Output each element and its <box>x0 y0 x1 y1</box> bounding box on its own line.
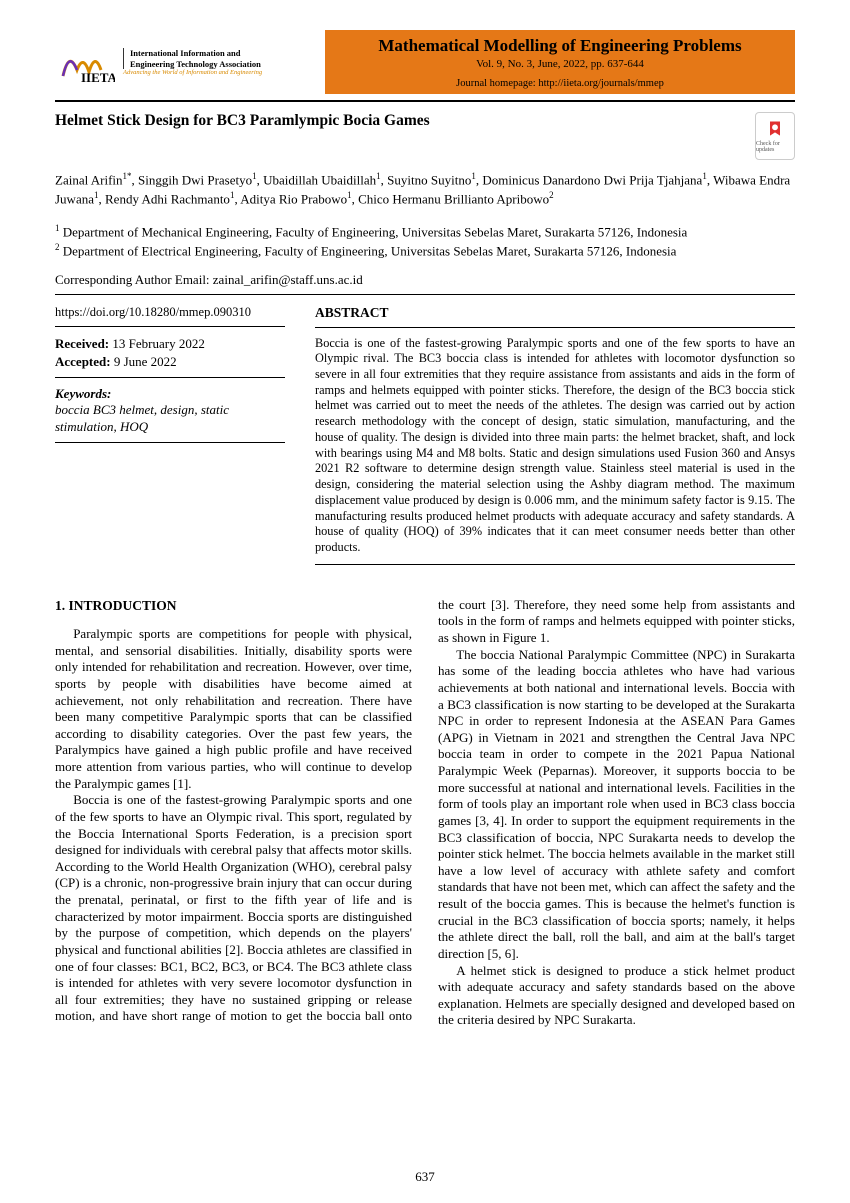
meta-column: https://doi.org/10.18280/mmep.090310 Rec… <box>55 305 285 565</box>
check-for-updates-badge[interactable]: Check for updates <box>755 112 795 160</box>
article-title: Helmet Stick Design for BC3 Paramlympic … <box>55 112 755 130</box>
keywords-list: boccia BC3 helmet, design, static stimul… <box>55 402 285 443</box>
affiliation-2: 2 Department of Electrical Engineering, … <box>55 241 795 260</box>
affiliation-1: 1 Department of Mechanical Engineering, … <box>55 222 795 241</box>
publisher-name: International Information and Engineerin… <box>123 48 262 68</box>
author-list: Zainal Arifin1*, Singgih Dwi Prasetyo1, … <box>55 170 795 208</box>
abstract-column: ABSTRACT Boccia is one of the fastest-gr… <box>315 305 795 565</box>
received-date: 13 February 2022 <box>112 336 204 351</box>
page-number: 637 <box>0 1169 850 1185</box>
body-paragraph: A helmet stick is designed to produce a … <box>438 963 795 1030</box>
article-header: Helmet Stick Design for BC3 Paramlympic … <box>55 112 795 160</box>
section-heading: 1. INTRODUCTION <box>55 597 412 614</box>
abstract-header: ABSTRACT <box>315 305 795 328</box>
abstract-body: Boccia is one of the fastest-growing Par… <box>315 328 795 565</box>
accepted-date: 9 June 2022 <box>114 354 177 369</box>
journal-issue: Vol. 9, No. 3, June, 2022, pp. 637-644 <box>333 58 787 70</box>
journal-name: Mathematical Modelling of Engineering Pr… <box>333 36 787 56</box>
page-header: IIETA International Information and Engi… <box>55 30 795 94</box>
publisher-logo-block: IIETA International Information and Engi… <box>55 30 315 94</box>
svg-text:IIETA: IIETA <box>81 70 115 84</box>
publisher-line2: Engineering Technology Association <box>130 59 262 69</box>
publisher-line1: International Information and <box>130 48 262 58</box>
body-paragraph: The boccia National Paralympic Committee… <box>438 647 795 963</box>
journal-banner: Mathematical Modelling of Engineering Pr… <box>325 30 795 94</box>
check-label: Check for updates <box>756 141 794 153</box>
doi-link[interactable]: https://doi.org/10.18280/mmep.090310 <box>55 305 285 327</box>
keywords-header: Keywords: <box>55 386 285 402</box>
corresponding-author: Corresponding Author Email: zainal_arifi… <box>55 272 795 295</box>
journal-homepage: Journal homepage: http://iieta.org/journ… <box>333 78 787 89</box>
article-body: 1. INTRODUCTION Paralympic sports are co… <box>55 597 795 1029</box>
body-paragraph: Paralympic sports are competitions for p… <box>55 626 412 792</box>
dates-block: Received: 13 February 2022 Accepted: 9 J… <box>55 327 285 378</box>
accepted-label: Accepted: <box>55 354 111 369</box>
header-divider <box>55 100 795 102</box>
affiliations: 1 Department of Mechanical Engineering, … <box>55 222 795 260</box>
received-label: Received: <box>55 336 109 351</box>
publisher-tagline: Advancing the World of Information and E… <box>123 69 262 76</box>
iieta-logo-icon: IIETA <box>55 40 115 84</box>
bookmark-icon <box>765 119 785 139</box>
meta-abstract-row: https://doi.org/10.18280/mmep.090310 Rec… <box>55 305 795 565</box>
